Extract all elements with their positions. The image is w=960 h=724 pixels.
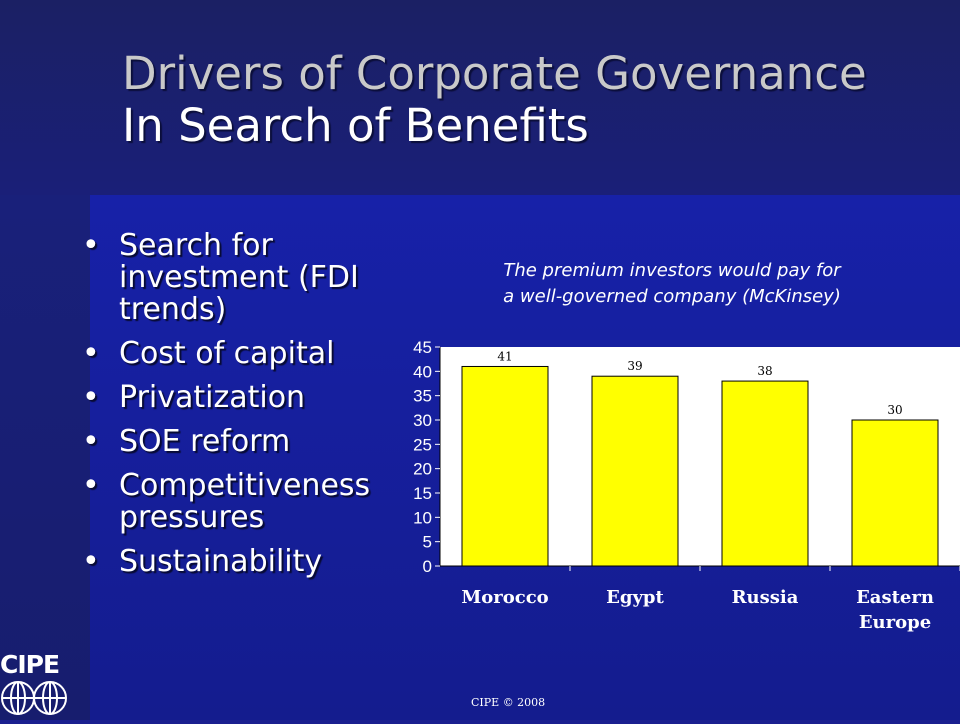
bullet-text: Privatization — [119, 380, 306, 415]
bullet-text: Sustainability — [119, 544, 323, 579]
bullet-dot-icon: • — [82, 424, 100, 459]
y-tick-label: 25 — [413, 435, 432, 454]
bar — [461, 365, 549, 567]
bar-data-label: 30 — [887, 403, 902, 417]
y-tick-label: 40 — [413, 362, 432, 381]
footer-copyright: CIPE © 2008 — [471, 696, 546, 709]
bullet-dot-icon: • — [82, 380, 100, 415]
bullet-text: SOE reform — [119, 424, 291, 459]
x-category-label: Russia — [732, 587, 799, 608]
x-category-label: Egypt — [606, 587, 664, 608]
bullet-text: Search for investment (FDI trends) — [119, 228, 359, 327]
chart-note-line-2: a well-governed company (McKinsey) — [503, 286, 841, 307]
x-category-label: Morocco — [461, 587, 548, 608]
y-tick-label: 35 — [413, 387, 432, 406]
bullet-item: • Privatization — [82, 382, 402, 414]
logo-wordmark: CIPE — [0, 650, 60, 679]
slide-title: Drivers of Corporate Governance In Searc… — [122, 48, 867, 152]
chart-note-line-1: The premium investors would pay for — [503, 260, 841, 281]
y-tick-label: 15 — [413, 484, 432, 503]
bullet-item: • Sustainability — [82, 546, 402, 578]
bullet-item: • Search for investment (FDI trends) — [82, 230, 402, 326]
bullet-item: • Competitiveness pressures — [82, 470, 402, 534]
bar-data-label: 41 — [497, 349, 512, 363]
bar — [851, 419, 939, 567]
bullet-dot-icon: • — [82, 544, 100, 579]
bullet-text: Competitiveness pressures — [119, 468, 371, 535]
bar — [591, 375, 679, 567]
bar-data-label: 38 — [757, 364, 772, 378]
cipe-logo: CIPE — [0, 650, 74, 720]
left-strip — [0, 195, 90, 720]
bar-data-label: 39 — [627, 359, 642, 373]
bullet-item: • Cost of capital — [82, 338, 402, 370]
chart-note: The premium investors would pay for a we… — [462, 258, 882, 310]
y-tick-label: 20 — [413, 460, 432, 479]
title-line-1: Drivers of Corporate Governance — [122, 47, 867, 100]
y-tick-label: 10 — [413, 508, 432, 527]
title-background — [0, 0, 960, 195]
bullet-dot-icon: • — [82, 336, 100, 371]
y-tick-label: 5 — [423, 533, 432, 552]
bar — [721, 380, 809, 567]
x-category-label: Eastern — [856, 587, 934, 608]
globe-icon — [1, 681, 67, 715]
y-tick-label: 30 — [413, 411, 432, 430]
title-line-2: In Search of Benefits — [122, 99, 589, 152]
x-category-label: Europe — [859, 612, 931, 633]
bullet-item: • SOE reform — [82, 426, 402, 458]
bullet-text: Cost of capital — [119, 336, 335, 371]
bullet-list: • Search for investment (FDI trends) • Cos… — [82, 230, 402, 590]
y-tick-label: 45 — [413, 338, 432, 357]
bullet-dot-icon: • — [82, 468, 100, 503]
bullet-dot-icon: • — [82, 228, 100, 263]
y-tick-label: 0 — [423, 557, 432, 576]
